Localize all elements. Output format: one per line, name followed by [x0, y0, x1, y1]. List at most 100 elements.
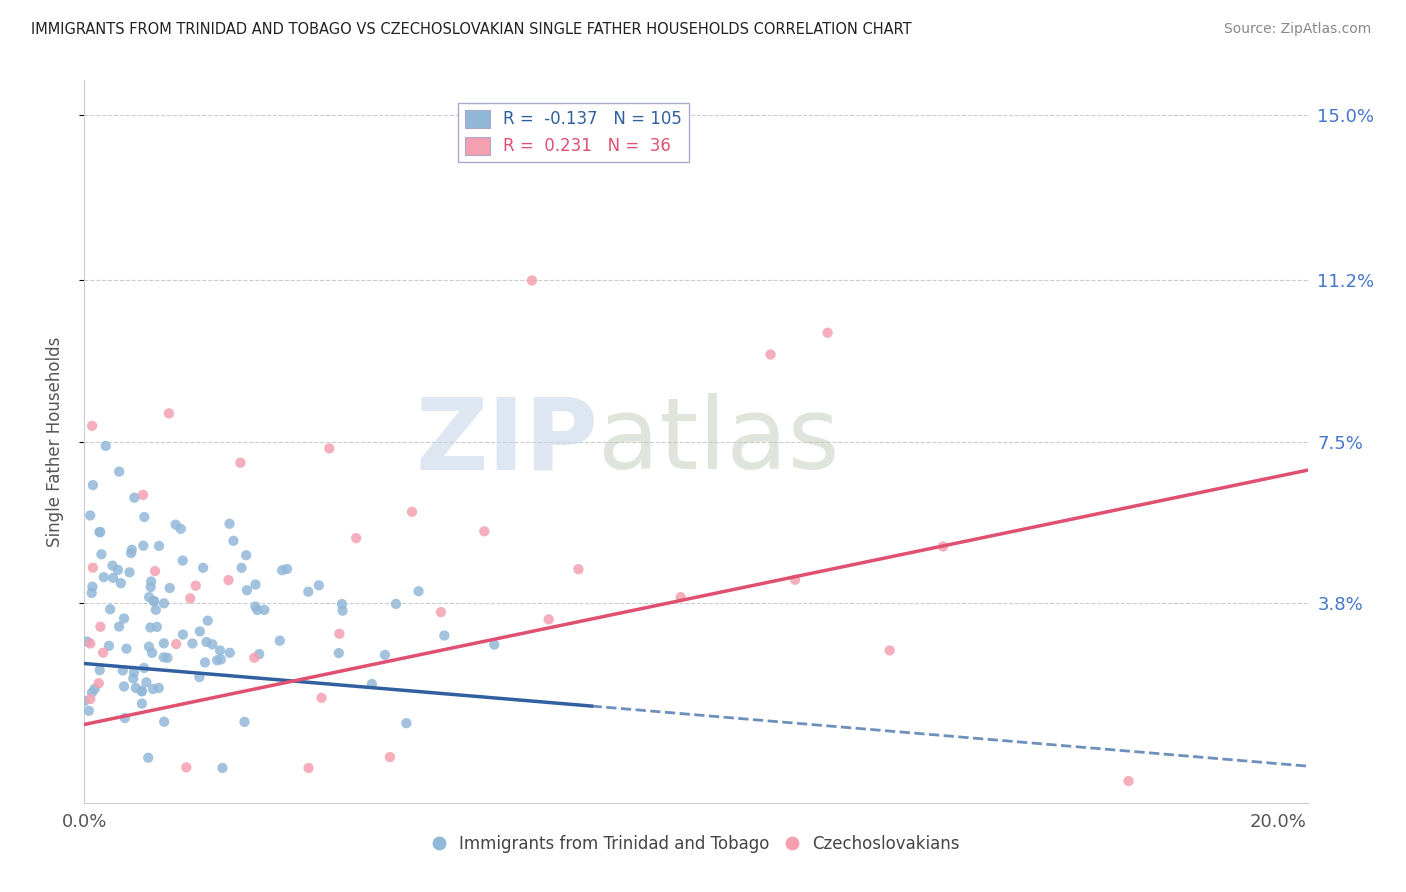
Legend: Immigrants from Trinidad and Tobago, Czechoslovakians: Immigrants from Trinidad and Tobago, Cze… [426, 828, 966, 860]
Point [195, 635, 218, 649]
Point [82, 580, 104, 594]
Point [159, 581, 181, 595]
Point [472, 524, 495, 539]
Point [181, 636, 204, 650]
Point [269, 633, 291, 648]
Point [107, 563, 129, 577]
Point [328, 626, 350, 640]
Point [98, 639, 121, 653]
Point [408, 584, 430, 599]
Point [108, 619, 131, 633]
Point [110, 576, 132, 591]
Point [146, 620, 169, 634]
Point [83, 681, 105, 696]
Point [156, 650, 179, 665]
Point [89, 620, 111, 634]
Point [120, 546, 142, 560]
Text: ZIP: ZIP [415, 393, 598, 490]
Point [142, 594, 165, 608]
Point [1118, 774, 1140, 789]
Point [174, 760, 197, 774]
Point [669, 590, 692, 604]
Point [297, 761, 319, 775]
Point [205, 653, 228, 667]
Point [332, 604, 354, 618]
Point [143, 564, 166, 578]
Point [152, 650, 174, 665]
Point [136, 750, 159, 764]
Point [139, 620, 162, 634]
Point [90, 547, 112, 561]
Point [328, 646, 350, 660]
Point [139, 580, 162, 594]
Point [218, 646, 240, 660]
Point [115, 641, 138, 656]
Point [401, 505, 423, 519]
Point [247, 647, 270, 661]
Point [76, 634, 98, 648]
Point [344, 531, 367, 545]
Point [112, 611, 135, 625]
Point [145, 603, 167, 617]
Point [89, 524, 111, 539]
Point [218, 573, 240, 587]
Point [79, 636, 101, 650]
Point [111, 664, 134, 678]
Y-axis label: Single Father Households: Single Father Households [45, 336, 63, 547]
Point [91, 646, 114, 660]
Point [141, 646, 163, 660]
Point [153, 636, 176, 650]
Point [157, 406, 180, 420]
Point [433, 628, 456, 642]
Text: atlas: atlas [598, 393, 839, 490]
Point [101, 558, 124, 573]
Point [143, 594, 166, 608]
Point [245, 577, 267, 591]
Point [131, 684, 153, 698]
Point [135, 675, 157, 690]
Point [191, 561, 214, 575]
Point [318, 442, 340, 456]
Point [172, 627, 194, 641]
Text: IMMIGRANTS FROM TRINIDAD AND TOBAGO VS CZECHOSLOVAKIAN SINGLE FATHER HOUSEHOLDS : IMMIGRANTS FROM TRINIDAD AND TOBAGO VS C… [31, 22, 911, 37]
Point [179, 591, 201, 606]
Point [82, 478, 104, 492]
Point [520, 273, 543, 287]
Point [233, 714, 256, 729]
Point [79, 508, 101, 523]
Point [139, 574, 162, 589]
Point [360, 677, 382, 691]
Point [138, 640, 160, 654]
Point [80, 685, 103, 699]
Point [89, 524, 111, 539]
Point [208, 643, 231, 657]
Point [430, 605, 453, 619]
Point [385, 597, 408, 611]
Point [235, 548, 257, 562]
Point [87, 676, 110, 690]
Point [378, 750, 401, 764]
Point [138, 590, 160, 604]
Point [276, 562, 298, 576]
Point [253, 603, 276, 617]
Point [94, 439, 117, 453]
Point [197, 614, 219, 628]
Point [148, 539, 170, 553]
Point [80, 586, 103, 600]
Point [932, 540, 955, 554]
Point [131, 697, 153, 711]
Point [218, 516, 240, 531]
Point [246, 603, 269, 617]
Point [537, 612, 560, 626]
Point [89, 663, 111, 677]
Point [245, 599, 267, 614]
Point [209, 652, 232, 666]
Point [132, 539, 155, 553]
Point [817, 326, 839, 340]
Point [567, 562, 589, 576]
Point [188, 624, 211, 639]
Point [118, 566, 141, 580]
Point [194, 656, 217, 670]
Point [124, 491, 146, 505]
Point [188, 670, 211, 684]
